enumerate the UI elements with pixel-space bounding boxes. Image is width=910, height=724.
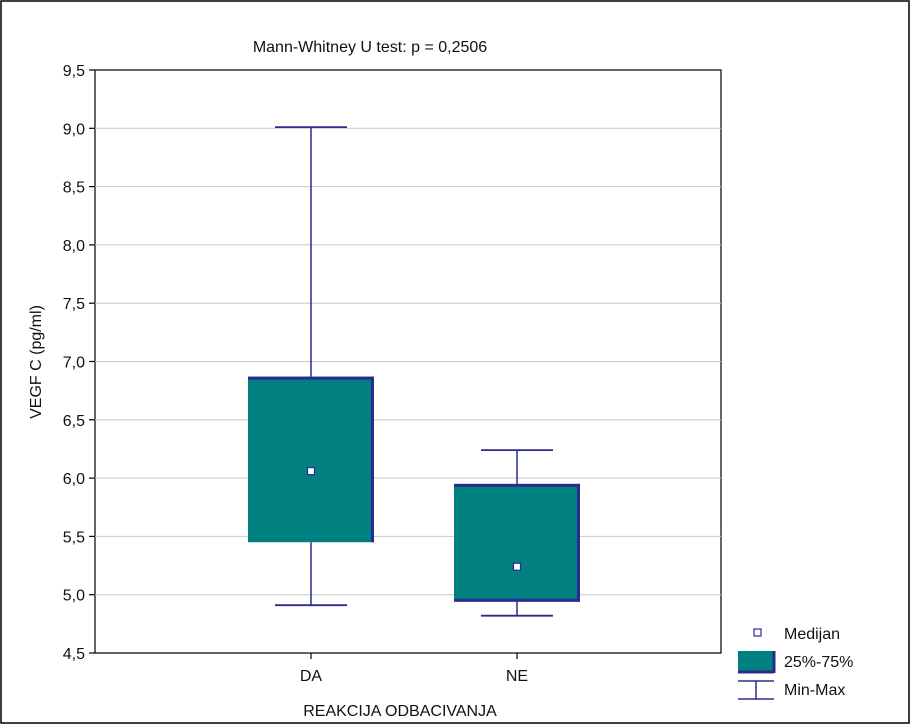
x-axis: DA NE — [300, 653, 528, 685]
grid-lines — [95, 127, 721, 596]
y-tick-label: 8,5 — [63, 180, 85, 197]
legend-median-marker — [753, 628, 762, 637]
y-axis-label: VEGF C (pg/ml) — [28, 305, 45, 419]
legend-iqr-label: 25%-75% — [784, 654, 853, 671]
chart-title: Mann-Whitney U test: p = 0,2506 — [253, 39, 487, 56]
y-tick-label: 4,5 — [63, 646, 85, 663]
x-tick-label: DA — [300, 668, 323, 685]
iqr-box — [454, 483, 580, 602]
y-tick-label: 7,5 — [63, 296, 85, 313]
median-marker — [306, 467, 316, 476]
y-tick-label: 7,0 — [63, 355, 85, 372]
legend-range-label: Min-Max — [784, 682, 845, 699]
x-tick-label: NE — [506, 668, 528, 685]
box-da — [248, 126, 374, 607]
x-axis-label: REAKCIJA ODBACIVANJA — [303, 703, 497, 720]
y-axis: 4,5 5,0 5,5 6,0 6,5 7,0 7,5 8,0 8,5 9,0 9,5 — [63, 63, 95, 663]
y-tick-label: 5,0 — [63, 588, 85, 605]
legend-median-label: Medijan — [784, 626, 840, 643]
y-tick-label: 5,5 — [63, 529, 85, 546]
y-tick-label: 6,5 — [63, 413, 85, 430]
legend-iqr-swatch — [738, 651, 774, 671]
y-tick-label: 6,0 — [63, 471, 85, 488]
median-marker — [512, 562, 522, 571]
iqr-box — [248, 376, 374, 543]
y-tick-label: 9,5 — [63, 63, 85, 80]
y-tick-label: 8,0 — [63, 238, 85, 255]
box-ne — [454, 449, 580, 617]
y-tick-label: 9,0 — [63, 121, 85, 138]
box-series — [248, 126, 580, 617]
legend: Medijan 25%-75% Min-Max — [738, 626, 853, 700]
